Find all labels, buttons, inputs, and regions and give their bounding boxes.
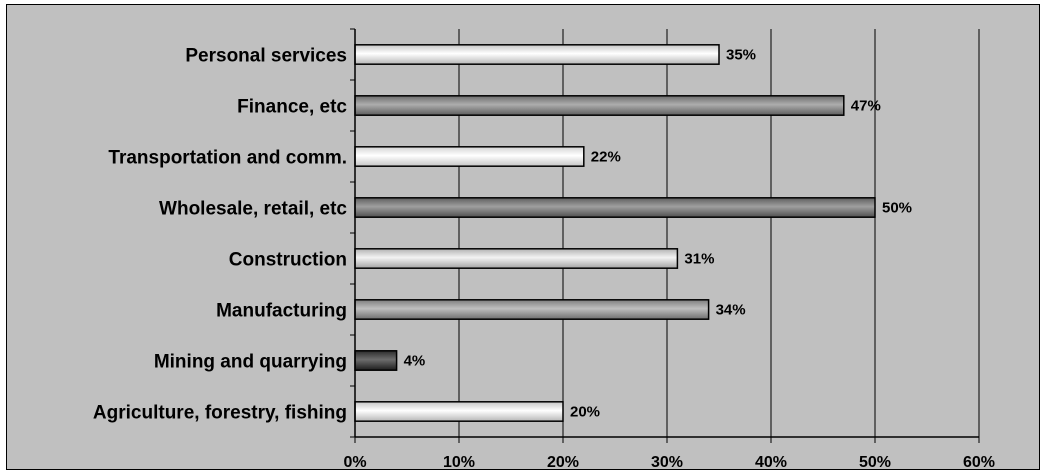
- category-label: Mining and quarrying: [154, 352, 347, 373]
- category-label: Transportation and comm.: [108, 148, 347, 169]
- labels: 0% 10% 20% 30% 40% 50% 60% 35% Personal services…: [93, 46, 995, 472]
- bar: [354, 350, 398, 371]
- axes: [350, 28, 980, 443]
- bar: [354, 44, 720, 65]
- category-label: Wholesale, retail, etc: [159, 199, 347, 220]
- x-tick-label: 0%: [343, 454, 366, 471]
- x-tick-label: 40%: [755, 454, 787, 471]
- bar: [354, 146, 585, 167]
- category-label: Personal services: [185, 46, 347, 67]
- data-label: 50%: [882, 200, 912, 217]
- data-label: 31%: [684, 251, 714, 268]
- data-label: 22%: [591, 149, 621, 166]
- category-label: Agriculture, forestry, fishing: [93, 403, 347, 424]
- data-label: 20%: [570, 404, 600, 421]
- category-label: Construction: [229, 250, 347, 271]
- gridlines: [354, 29, 980, 437]
- bar: [354, 197, 876, 218]
- category-label: Manufacturing: [216, 301, 347, 322]
- chart-frame: 0% 10% 20% 30% 40% 50% 60% 35% Personal services…: [6, 4, 1040, 472]
- bar-chart: 0% 10% 20% 30% 40% 50% 60% 35% Personal services…: [93, 28, 995, 472]
- bar: [354, 401, 564, 422]
- bar: [354, 299, 710, 320]
- bar: [354, 95, 845, 116]
- x-tick-label: 60%: [963, 454, 995, 471]
- category-label: Finance, etc: [237, 97, 347, 118]
- bars: [354, 44, 876, 422]
- x-tick-label: 50%: [859, 454, 891, 471]
- data-label: 34%: [716, 302, 746, 319]
- data-label: 4%: [404, 353, 426, 370]
- data-label: 35%: [726, 47, 756, 64]
- x-tick-label: 30%: [651, 454, 683, 471]
- bar: [354, 248, 679, 269]
- x-tick-label: 20%: [547, 454, 579, 471]
- data-label: 47%: [851, 98, 881, 115]
- x-tick-label: 10%: [443, 454, 475, 471]
